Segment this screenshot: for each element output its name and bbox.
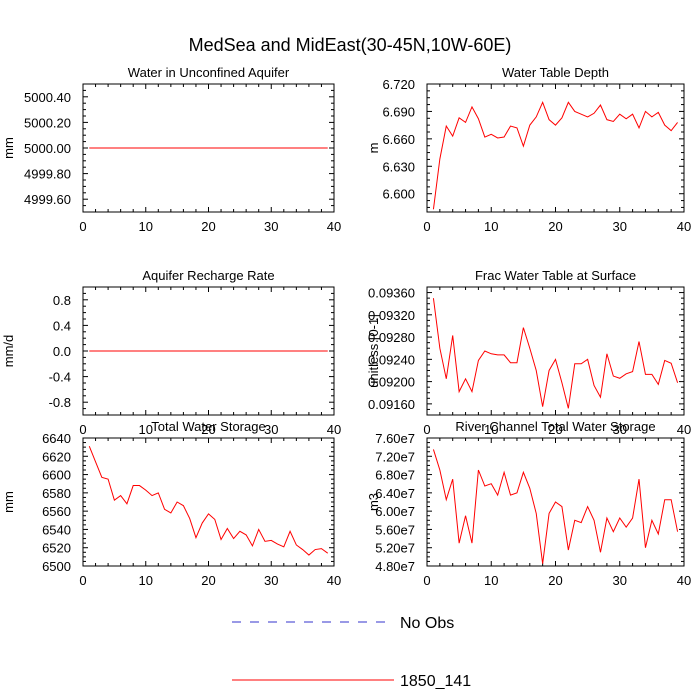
x-tick-label: 40 [327,219,341,234]
x-tick-label: 30 [264,219,278,234]
chart-title: Water Table Depth [502,65,609,80]
y-tick-label: 6.720 [382,77,415,92]
y-tick-label: 6500 [42,559,71,574]
chart-river-channel-total-water-storage: River Channel Total Water Storage 0 10 20 30… [366,419,691,588]
plot-frame [82,437,335,567]
y-tick-label: -0.4 [49,370,71,385]
x-tick-label: 40 [677,219,691,234]
y-tick-label: 0.0 [53,344,71,359]
x-tick-label: 10 [484,422,498,437]
y-tick-label: 5000.00 [24,141,71,156]
chart-water-table-depth: Water Table Depth 0 10 20 30 40 6.600 6.630 6.66… [366,65,691,234]
series-line-1850-141 [88,446,329,556]
y-tick-label: 4999.80 [24,167,71,182]
x-tick-label: 10 [484,573,498,588]
chart-title: River Channel Total Water Storage [455,419,655,434]
chart-title: Aquifer Recharge Rate [142,268,274,283]
y-tick-label: 6.630 [382,159,415,174]
y-tick-label: 6640 [42,431,71,446]
x-tick-label: 30 [264,573,278,588]
y-axis-label: m3 [366,493,381,511]
y-tick-label: 4.80e7 [375,559,415,574]
y-tick-label: 6520 [42,541,71,556]
x-tick-label: 30 [613,422,627,437]
plot-frame [426,83,685,213]
y-tick-label: 0.09280 [368,330,415,345]
y-tick-label: 0.8 [53,293,71,308]
y-tick-label: 6.600 [382,187,415,202]
y-tick-label: 0.4 [53,318,71,333]
x-tick-label: 10 [139,219,153,234]
x-tick-label: 20 [548,573,562,588]
x-tick-label: 10 [484,219,498,234]
y-tick-label: 7.60e7 [375,431,415,446]
y-axis-label: unitless [0-1] [366,314,381,388]
series-line-1850-141 [432,449,679,564]
y-tick-label: 0.09200 [368,375,415,390]
chart-title: Frac Water Table at Surface [475,268,636,283]
y-tick-label: 6.660 [382,132,415,147]
y-tick-label: 5000.20 [24,115,71,130]
y-tick-label: 6540 [42,522,71,537]
y-tick-label: -0.8 [49,395,71,410]
y-tick-label: 6560 [42,504,71,519]
chart-total-water-storage: Total Water Storage 0 10 20 30 40 6500 6520 6540… [1,419,341,588]
chart-title: Total Water Storage [151,419,265,434]
chart-title: Water in Unconfined Aquifer [128,65,290,80]
y-tick-label: 6.80e7 [375,468,415,483]
y-tick-label: 6580 [42,486,71,501]
x-tick-label: 30 [613,573,627,588]
x-tick-label: 0 [423,573,430,588]
y-tick-label: 6600 [42,468,71,483]
y-tick-label: 6.690 [382,104,415,119]
x-tick-label: 40 [677,422,691,437]
x-tick-label: 20 [548,219,562,234]
y-axis-label: mm [1,137,16,159]
y-tick-label: 5.20e7 [375,541,415,556]
legend: No Obs 1850_141 [232,615,471,690]
x-tick-label: 40 [327,573,341,588]
plot-frame [426,286,685,416]
y-axis-label: m [366,143,381,154]
y-tick-label: 5.60e7 [375,522,415,537]
x-tick-label: 0 [79,422,86,437]
x-tick-label: 40 [327,422,341,437]
x-tick-label: 0 [79,219,86,234]
y-tick-label: 6620 [42,449,71,464]
y-tick-label: 0.09320 [368,308,415,323]
series-line-1850-141 [432,100,678,210]
y-tick-label: 7.20e7 [375,449,415,464]
y-tick-label: 0.09160 [368,397,415,412]
y-tick-label: 6.40e7 [375,486,415,501]
y-tick-label: 0.09240 [368,352,415,367]
legend-label-1850-141: 1850_141 [400,673,471,690]
x-tick-label: 0 [79,573,86,588]
x-tick-label: 30 [264,422,278,437]
x-tick-label: 20 [201,219,215,234]
x-tick-label: 10 [139,573,153,588]
chart-water-in-unconfined-aquifer: Water in Unconfined Aquifer 0 10 20 30 40 4999… [1,65,341,234]
series-line-1850-141 [432,298,679,409]
chart-frac-water-table-at-surface: Frac Water Table at Surface 0 10 20 30 40 0.09… [366,268,691,437]
x-tick-label: 20 [548,422,562,437]
y-tick-label: 0.09360 [368,286,415,301]
y-tick-label: 6.00e7 [375,504,415,519]
x-tick-label: 40 [677,573,691,588]
x-tick-label: 0 [423,219,430,234]
y-axis-label: mm/d [1,335,16,368]
x-tick-label: 20 [201,422,215,437]
x-tick-label: 20 [201,573,215,588]
x-tick-label: 30 [613,219,627,234]
x-tick-label: 0 [423,422,430,437]
figure-title: MedSea and MidEast(30-45N,10W-60E) [189,35,512,55]
y-tick-label: 4999.60 [24,192,71,207]
y-tick-label: 5000.40 [24,90,71,105]
chart-aquifer-recharge-rate: Aquifer Recharge Rate 0 10 20 30 40 -0.8 -0.4 0.… [1,268,341,437]
legend-label-no-obs: No Obs [400,615,454,632]
x-tick-label: 10 [139,422,153,437]
y-axis-label: mm [1,491,16,513]
